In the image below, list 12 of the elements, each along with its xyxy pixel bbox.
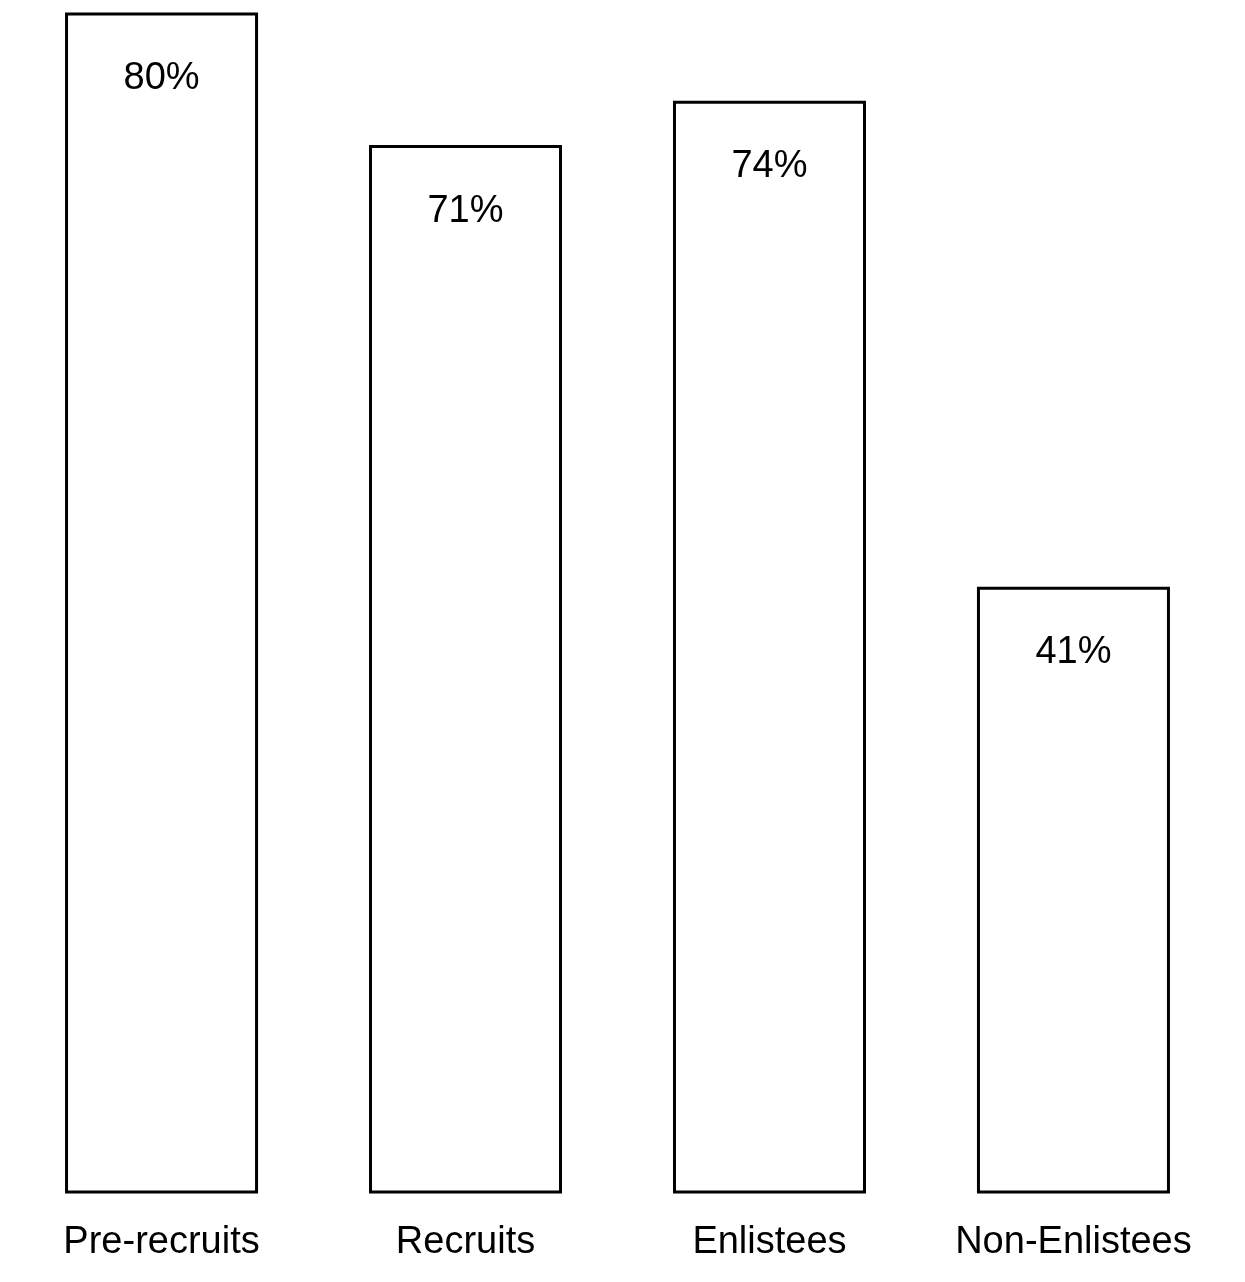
x-tick-label: Enlistees: [692, 1218, 847, 1261]
bar: [672, 100, 866, 1194]
bar: [976, 586, 1170, 1194]
data-label: 71%: [427, 187, 504, 230]
bar: [65, 12, 259, 1194]
data-label: 80%: [123, 55, 200, 97]
data-label: 41%: [1035, 629, 1112, 672]
x-tick-label: Non-Enlistees: [955, 1218, 1192, 1261]
data-label: 74%: [731, 143, 808, 186]
bar: [369, 145, 563, 1194]
x-tick-label: Recruits: [395, 1218, 536, 1261]
x-tick-label: Pre-recruits: [63, 1218, 260, 1261]
